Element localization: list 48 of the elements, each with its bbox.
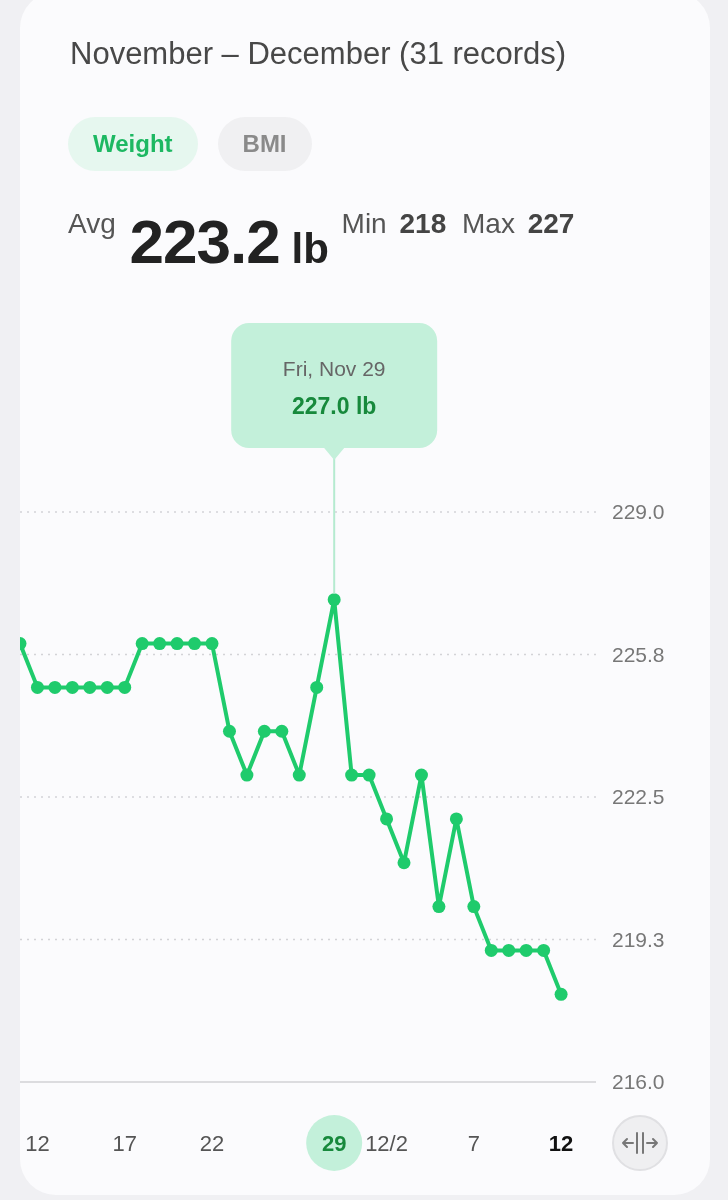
point	[432, 900, 446, 914]
point	[502, 943, 516, 957]
annotation: Fri, Nov 29 227.0 lb	[282, 356, 386, 419]
point	[30, 680, 44, 694]
point	[554, 987, 568, 1001]
x-tick-label: 12	[548, 1130, 574, 1156]
y-tick-label: 219.3	[612, 927, 665, 951]
point	[537, 943, 551, 957]
point	[519, 943, 533, 957]
point	[275, 724, 289, 738]
point	[327, 593, 341, 607]
chart-title: November – December (31 records)	[70, 36, 567, 71]
x-tick-label: 22	[199, 1130, 225, 1156]
x-tick-label: 7	[467, 1130, 480, 1156]
point	[48, 680, 62, 694]
point	[484, 943, 498, 957]
y-tick-label: 225.8	[612, 642, 665, 666]
point	[100, 680, 114, 694]
point	[83, 680, 97, 694]
point	[257, 724, 271, 738]
point	[380, 812, 394, 826]
point	[118, 680, 132, 694]
y-tick-label: 222.5	[612, 785, 665, 809]
point	[310, 680, 324, 694]
point	[414, 768, 428, 782]
point	[292, 768, 306, 782]
point	[65, 680, 79, 694]
x-tick-label: 12/2	[365, 1130, 408, 1156]
point	[205, 637, 219, 651]
point	[449, 812, 463, 826]
text: BMI	[217, 117, 312, 171]
x-tick-label: 17	[112, 1130, 137, 1156]
point	[362, 768, 376, 782]
point	[240, 768, 254, 782]
point	[222, 724, 236, 738]
y-tick-label: 216.0	[612, 1070, 665, 1094]
x-tick-label: 29	[321, 1130, 347, 1156]
y-tick-label: 229.0	[612, 500, 665, 524]
chart-subtitle: Avg 223.2 lb Min 218 Max 227	[68, 207, 575, 276]
point	[397, 856, 411, 870]
point	[467, 900, 481, 914]
x-tick-label: 12	[25, 1130, 50, 1156]
point	[345, 768, 359, 782]
point	[188, 637, 202, 651]
point	[153, 637, 167, 651]
point	[135, 637, 149, 651]
point	[170, 637, 184, 651]
text: Weight	[68, 117, 198, 171]
